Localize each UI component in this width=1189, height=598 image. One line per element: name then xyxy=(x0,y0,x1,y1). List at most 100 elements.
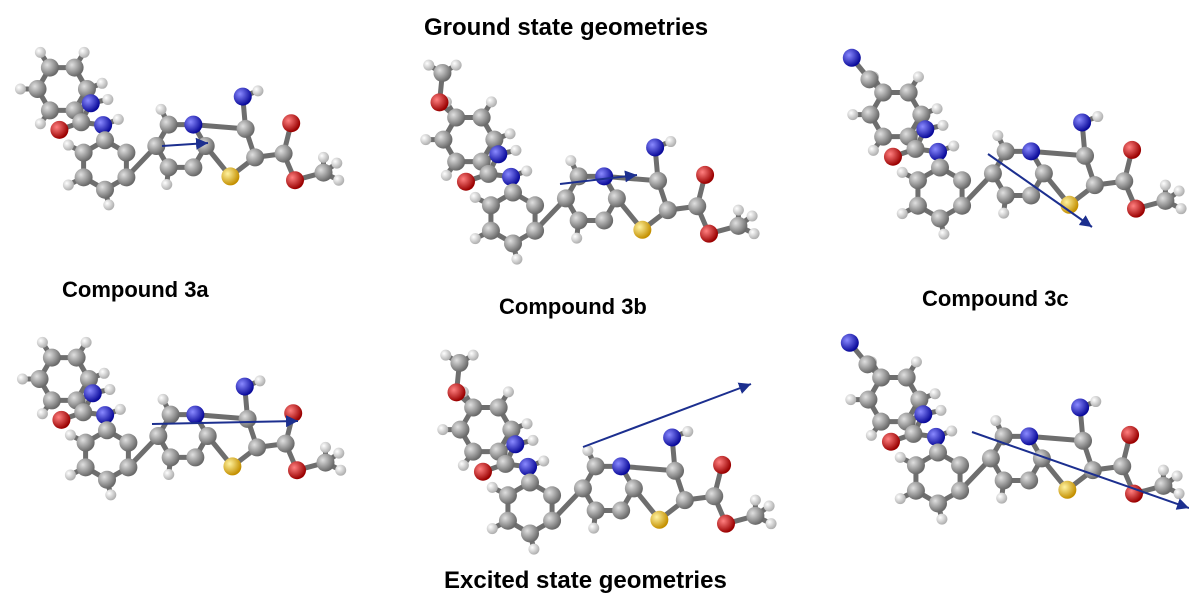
carbon-atom xyxy=(149,427,168,445)
carbon-atom xyxy=(248,438,267,457)
hydrogen-atom xyxy=(865,429,877,441)
carbon-atom xyxy=(246,148,265,167)
carbon-atom xyxy=(496,454,515,473)
oxygen-atom xyxy=(1121,425,1140,444)
dipole-moment-arrow xyxy=(161,137,209,150)
carbon-atom xyxy=(526,221,545,240)
carbon-atom xyxy=(79,370,98,388)
hydrogen-atom xyxy=(112,113,124,125)
nitrogen-atom xyxy=(186,405,205,424)
carbon-atom xyxy=(872,368,891,387)
caption-compound-3a: Compound 3a xyxy=(62,277,209,302)
hydrogen-atom xyxy=(521,165,533,177)
hydrogen-atom xyxy=(486,523,498,535)
carbon-atom xyxy=(906,456,925,475)
oxygen-atom xyxy=(286,171,304,190)
carbon-atom xyxy=(1115,172,1134,191)
carbon-atom xyxy=(1156,191,1175,210)
carbon-atom xyxy=(159,115,178,134)
carbon-atom xyxy=(859,390,878,409)
carbon-atom xyxy=(981,449,1000,468)
carbon-atom xyxy=(1083,461,1102,480)
carbon-atom xyxy=(624,479,643,498)
dipole-moment-arrow xyxy=(582,382,752,448)
hydrogen-atom xyxy=(486,481,498,493)
carbon-atom xyxy=(1076,146,1095,165)
carbon-atom xyxy=(951,481,970,500)
carbon-atom xyxy=(30,370,49,388)
sulfur-atom xyxy=(221,167,240,186)
hydrogen-atom xyxy=(571,232,583,244)
hydrogen-atom xyxy=(457,459,469,471)
carbon-atom xyxy=(666,461,685,480)
carbon-atom xyxy=(906,139,925,158)
hydrogen-atom xyxy=(469,191,481,203)
hydrogen-atom xyxy=(538,455,550,467)
hydrogen-atom xyxy=(746,210,758,222)
dipole-moment-arrow xyxy=(151,415,299,428)
carbon-atom xyxy=(65,58,84,77)
hydrogen-atom xyxy=(252,85,264,97)
carbon-atom xyxy=(433,63,452,82)
hydrogen-atom xyxy=(765,518,777,530)
carbon-atom xyxy=(98,421,116,440)
carbon-atom xyxy=(953,171,972,190)
carbon-atom xyxy=(1154,476,1173,495)
oxygen-atom xyxy=(713,455,732,474)
carbon-atom xyxy=(316,453,335,472)
oxygen-atom xyxy=(456,172,475,191)
sulfur-atom xyxy=(650,510,669,529)
carbon-atom xyxy=(40,58,59,77)
hydrogen-atom xyxy=(440,169,452,181)
carbon-atom xyxy=(42,348,61,367)
hydrogen-atom xyxy=(588,522,600,534)
oxygen-atom xyxy=(430,93,449,112)
oxygen-atom xyxy=(881,432,900,451)
carbon-atom xyxy=(951,456,970,475)
hydrogen-atom xyxy=(1175,203,1187,215)
carbon-atom xyxy=(481,221,500,240)
carbon-atom xyxy=(67,348,86,367)
nitrogen-atom xyxy=(519,457,538,476)
sulfur-atom xyxy=(223,457,242,476)
carbon-atom xyxy=(906,481,925,500)
nitrogen-atom xyxy=(840,333,859,352)
bond xyxy=(1028,148,1088,159)
carbon-atom xyxy=(931,209,949,228)
hydrogen-atom xyxy=(845,394,857,406)
hydrogen-atom xyxy=(749,494,761,506)
carbon-atom xyxy=(1022,186,1041,205)
hydrogen-atom xyxy=(996,492,1008,504)
carbon-atom xyxy=(526,196,545,215)
hydrogen-atom xyxy=(896,166,908,178)
nitrogen-atom xyxy=(929,142,948,161)
carbon-atom xyxy=(464,398,483,417)
hydrogen-atom xyxy=(34,118,46,130)
hydrogen-atom xyxy=(105,489,117,501)
carbon-atom xyxy=(908,171,927,190)
carbon-atom xyxy=(874,83,893,102)
hydrogen-atom xyxy=(528,543,540,555)
hydrogen-atom xyxy=(1173,185,1185,197)
oxygen-atom xyxy=(1127,199,1145,218)
hydrogen-atom xyxy=(254,375,266,387)
carbon-atom xyxy=(1085,176,1104,195)
carbon-atom xyxy=(447,152,466,171)
hydrogen-atom xyxy=(1090,396,1102,408)
carbon-atom xyxy=(42,391,61,410)
nitrogen-atom xyxy=(96,406,115,425)
carbon-atom xyxy=(658,201,677,220)
hydrogen-atom xyxy=(163,468,175,480)
carbon-atom xyxy=(521,524,539,543)
carbon-atom xyxy=(688,197,707,216)
carbon-atom xyxy=(521,473,539,492)
excited-state-heading: Excited state geometries xyxy=(444,567,727,594)
hydrogen-atom xyxy=(485,96,497,108)
carbon-atom xyxy=(498,486,517,505)
nitrogen-atom xyxy=(506,435,525,454)
oxygen-atom xyxy=(1125,484,1143,503)
carbon-atom xyxy=(908,196,927,215)
nitrogen-atom xyxy=(94,116,113,135)
dipole-vector-layer xyxy=(151,137,1189,510)
hydrogen-atom xyxy=(157,393,169,405)
